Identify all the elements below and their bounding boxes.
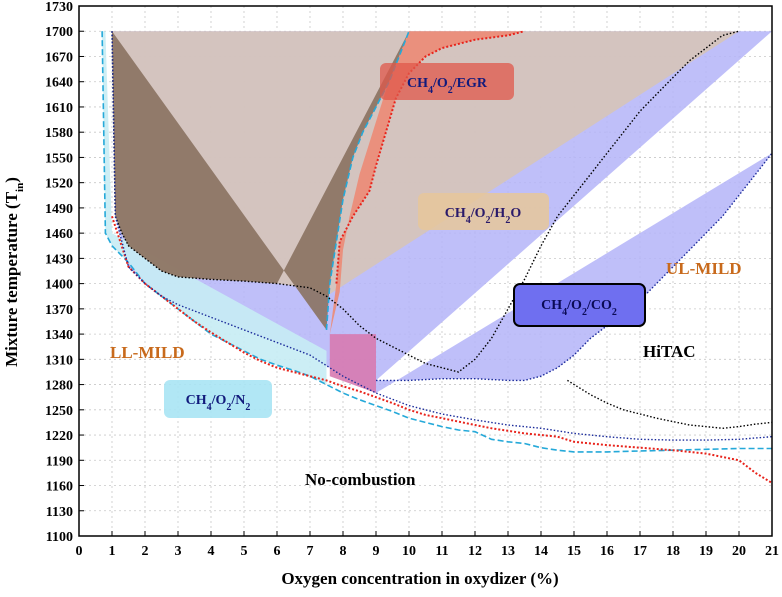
y-tick-label: 1250 [45, 404, 73, 419]
y-tick-label: 1580 [45, 126, 73, 141]
egr-label-box: CH4/O2/EGR [380, 63, 514, 100]
h2o-label: CH4/O2/H2O [445, 206, 522, 226]
y-tick-label: 1430 [45, 252, 73, 267]
ll-mild-label: LL-MILD [110, 343, 185, 362]
y-tick-label: 1490 [45, 202, 73, 217]
y-axis-title: Mixture temperature (Tin) [2, 177, 26, 367]
x-tick-label: 2 [142, 544, 149, 559]
y-tick-label: 1400 [45, 278, 73, 293]
y-tick-label: 1460 [45, 227, 73, 242]
y-tick-label: 1160 [46, 480, 73, 495]
y-tick-label: 1730 [45, 0, 73, 15]
x-tick-label: 5 [241, 544, 248, 559]
y-axis-ticks: 1100 1130 1160 1190 1220 1250 1280 1310 1340 1370… [45, 0, 84, 545]
x-tick-label: 12 [468, 544, 482, 559]
y-tick-label: 1130 [46, 505, 73, 520]
y-tick-label: 1700 [45, 25, 73, 40]
x-tick-label: 3 [175, 544, 182, 559]
x-tick-label: 15 [567, 544, 581, 559]
egr-label: CH4/O2/EGR [407, 76, 488, 96]
plot-frame [78, 5, 773, 537]
x-tick-label: 18 [666, 544, 680, 559]
y-tick-label: 1610 [45, 101, 73, 116]
y-tick-label: 1100 [46, 530, 73, 545]
h2o-label-bg [418, 193, 549, 230]
x-tick-label: 0 [76, 544, 83, 559]
ul-mild-label: UL-MILD [666, 259, 742, 278]
h2o-region-fill [112, 31, 739, 297]
y-tick-label: 1280 [45, 379, 73, 394]
co2-label-bg [513, 283, 646, 327]
x-tick-label: 21 [765, 544, 779, 559]
overlap-region-fill [112, 31, 409, 330]
n2-label-bg [164, 380, 272, 418]
y-tick-label: 1520 [45, 177, 73, 192]
n2-region-fill [102, 31, 327, 385]
x-tick-label: 9 [373, 544, 380, 559]
co2-label-box: CH4/O2/CO2 [513, 283, 646, 327]
x-tick-label: 17 [633, 544, 647, 559]
x-tick-label: 11 [435, 544, 448, 559]
x-tick-label: 16 [600, 544, 614, 559]
no-combustion-label: No-combustion [305, 470, 416, 489]
y-tick-label: 1640 [45, 76, 73, 91]
x-tick-label: 14 [534, 544, 548, 559]
h2o-label-box: CH4/O2/H2O [418, 193, 549, 230]
hitac-label: HiTAC [643, 342, 696, 361]
h2o-boundary-line [111, 30, 740, 373]
egr-overlap-fill [329, 334, 376, 393]
x-tick-label: 8 [340, 544, 347, 559]
y-tick-label: 1190 [46, 454, 73, 469]
x-tick-label: 4 [208, 544, 215, 559]
y-tick-label: 1310 [45, 353, 73, 368]
hitac-boundary-line [567, 379, 773, 430]
n2-boundary-line [101, 31, 772, 453]
x-tick-label: 20 [732, 544, 746, 559]
co2-boundary-line [111, 31, 773, 441]
co2-label: CH4/O2/CO2 [541, 298, 617, 318]
x-tick-label: 13 [501, 544, 515, 559]
y-tick-label: 1220 [45, 429, 73, 444]
y-tick-label: 1550 [45, 151, 73, 166]
egr-region-fill [329, 31, 525, 335]
x-tick-label: 10 [402, 544, 416, 559]
n2-label-box: CH4/O2/N2 [164, 380, 272, 418]
y-tick-label: 1370 [45, 303, 73, 318]
x-tick-label: 6 [274, 544, 281, 559]
x-axis-ticks: 0 1 2 3 4 5 6 7 8 9 10 11 12 13 14 15 16 17 18 19 20 21 [76, 531, 779, 559]
egr-label-bg [380, 63, 514, 100]
x-tick-label: 1 [109, 544, 116, 559]
y-tick-label: 1340 [45, 328, 73, 343]
y-tick-label: 1670 [45, 50, 73, 65]
n2-label: CH4/O2/N2 [186, 393, 251, 413]
x-tick-label: 19 [699, 544, 713, 559]
x-tick-label: 7 [307, 544, 314, 559]
x-axis-title: Oxygen concentration in oxydizer (%) [281, 569, 558, 588]
